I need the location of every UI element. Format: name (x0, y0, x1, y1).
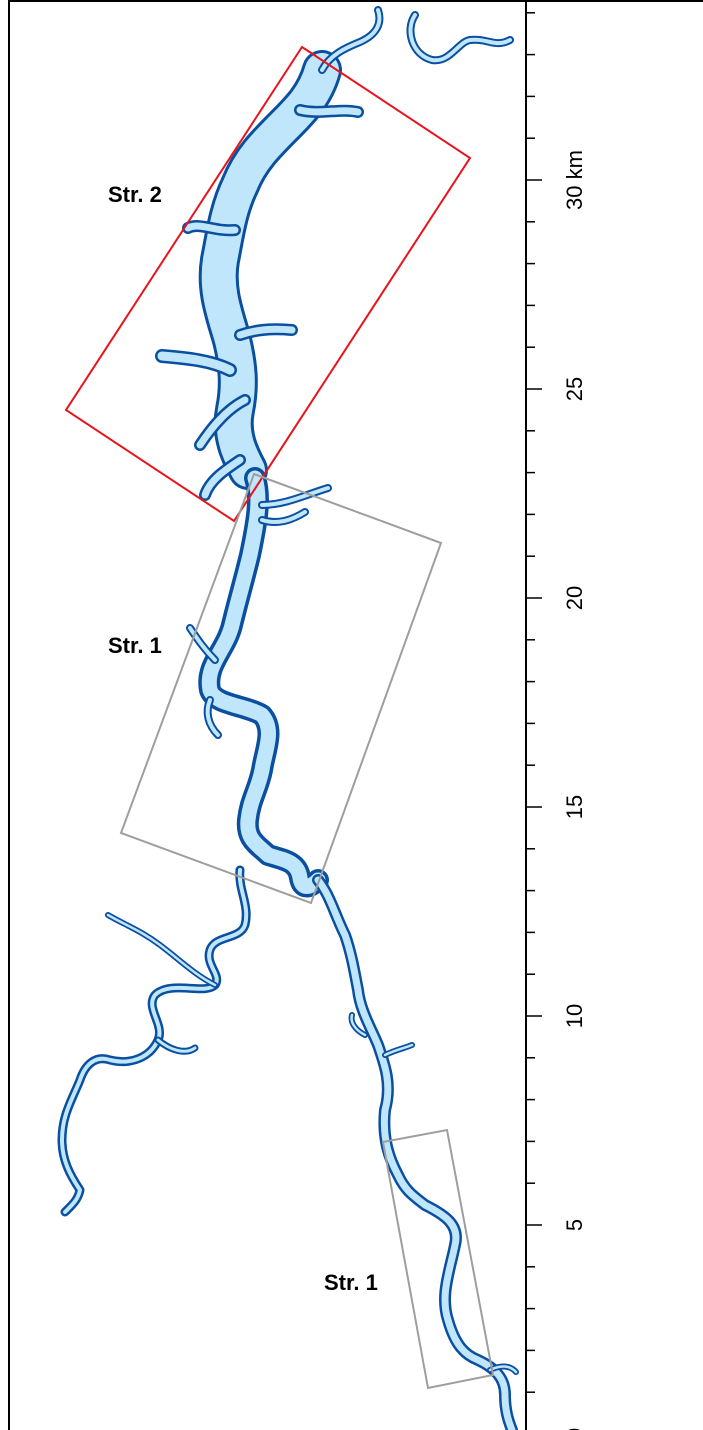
map-frame (8, 0, 703, 1430)
scale-tick-label: 10 (562, 1004, 587, 1028)
scale-tick-label: 0 (562, 1428, 587, 1430)
scale-tick-label: 25 (562, 377, 587, 401)
reservoir-arm-middle-1-fill (260, 486, 330, 507)
river-lower-fill (314, 876, 516, 1430)
stratum-1-upper-box (119, 472, 443, 905)
reservoir-arm-upper-2-fill (184, 222, 239, 234)
reservoir-arm-middle-3-fill (188, 626, 217, 662)
scale-tick-label: 20 (562, 586, 587, 610)
western-tributary-arm-fill (156, 1038, 197, 1053)
reservoir-arm-upper-5-fill (196, 396, 249, 449)
river-lower-arm-1-fill (383, 1043, 414, 1057)
reservoir-arm-middle-4-fill (205, 698, 220, 737)
river-lower-arm-2-fill (350, 1013, 367, 1037)
reservoir-water (57, 6, 519, 1430)
scale-bar: 0 5 10 15 20 25 30 km (526, 12, 587, 1430)
reservoir-middle-fill (201, 470, 326, 894)
stratum-2-box (64, 45, 472, 523)
scale-tick-label: 30 km (562, 150, 587, 210)
stratum-label: Str. 1 (108, 633, 162, 658)
inflow-meander-top-right (406, 11, 514, 65)
inflow-river-top-fill (320, 8, 382, 72)
river-lower-outline (312, 874, 518, 1430)
western-tributary (57, 865, 251, 1217)
reservoir-arm-upper-3-fill (157, 351, 235, 375)
inflow-meander-top-right-fill (408, 13, 512, 63)
scale-tick-label: 5 (562, 1219, 587, 1231)
stratum-boxes (64, 45, 495, 1390)
stratum-1-lower-box (381, 1128, 495, 1390)
stratum-label: Str. 2 (108, 182, 162, 207)
reservoir-arm-middle-2-fill (260, 510, 307, 524)
reservoir-middle-outline (198, 467, 329, 898)
reservoir-arm-upper-1-fill (296, 106, 362, 116)
western-tributary-branch-fill (106, 913, 217, 987)
scale-tick-label: 15 (562, 795, 587, 819)
reservoir-arm-upper-6-fill (201, 456, 244, 499)
stratum-labels: Str. 2 Str. 1 Str. 1 (108, 182, 378, 1295)
stratum-label: Str. 1 (324, 1270, 378, 1295)
reservoir-arm-upper-4-fill (236, 325, 296, 339)
